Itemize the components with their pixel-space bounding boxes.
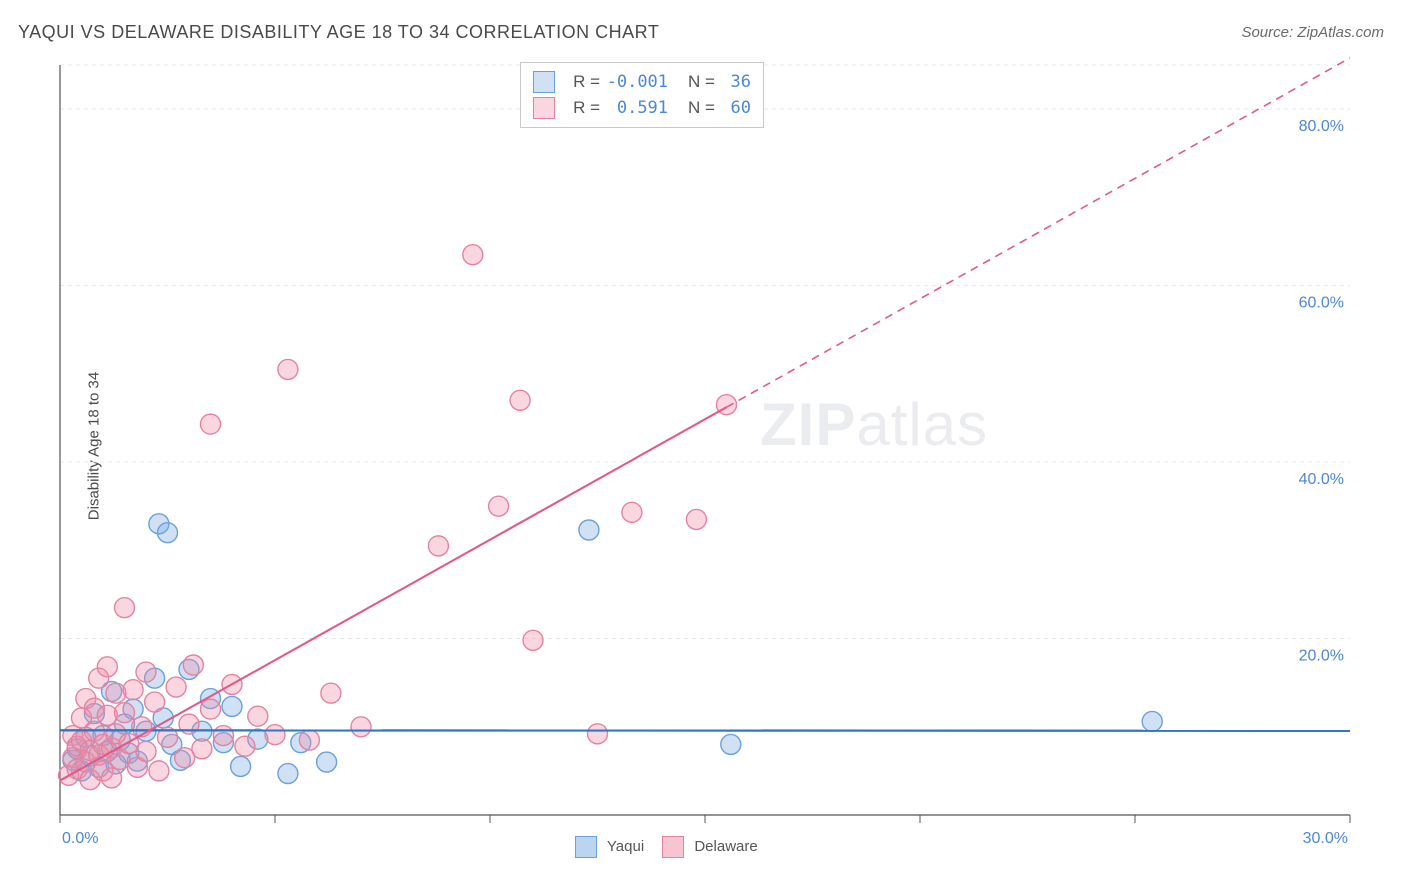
n-value: 36 <box>721 69 751 95</box>
legend-swatch-yaqui <box>575 836 597 858</box>
legend-label-delaware: Delaware <box>694 838 757 855</box>
r-label: R = <box>573 95 600 121</box>
legend-item-delaware: Delaware <box>662 836 758 858</box>
chart-area: 20.0% 40.0% 60.0% 80.0% 0.0% 30.0% <box>50 55 1360 845</box>
corr-row-delaware: R =0.591 N =60 <box>533 95 751 121</box>
legend-label-yaqui: Yaqui <box>607 838 644 855</box>
n-label: N = <box>688 95 715 121</box>
corr-row-yaqui: R =-0.001 N =36 <box>533 69 751 95</box>
source-attribution: Source: ZipAtlas.com <box>1241 24 1384 41</box>
svg-text:20.0%: 20.0% <box>1299 648 1344 665</box>
svg-text:60.0%: 60.0% <box>1299 295 1344 312</box>
r-value: -0.001 <box>606 69 668 95</box>
legend-swatch-delaware <box>662 836 684 858</box>
r-label: R = <box>573 69 600 95</box>
svg-text:30.0%: 30.0% <box>1303 830 1348 845</box>
n-label: N = <box>688 69 715 95</box>
svg-text:0.0%: 0.0% <box>62 830 98 845</box>
corr-swatch <box>533 71 555 93</box>
svg-text:40.0%: 40.0% <box>1299 471 1344 488</box>
series-legend: Yaqui Delaware <box>575 836 758 858</box>
scatter-chart: 20.0% 40.0% 60.0% 80.0% 0.0% 30.0% <box>50 55 1360 845</box>
r-value: 0.591 <box>606 95 668 121</box>
corr-swatch <box>533 97 555 119</box>
n-value: 60 <box>721 95 751 121</box>
chart-title: YAQUI VS DELAWARE DISABILITY AGE 18 TO 3… <box>18 22 659 43</box>
svg-text:80.0%: 80.0% <box>1299 118 1344 135</box>
legend-item-yaqui: Yaqui <box>575 836 644 858</box>
correlation-legend-box: R =-0.001 N =36 R =0.591 N =60 <box>520 62 764 128</box>
